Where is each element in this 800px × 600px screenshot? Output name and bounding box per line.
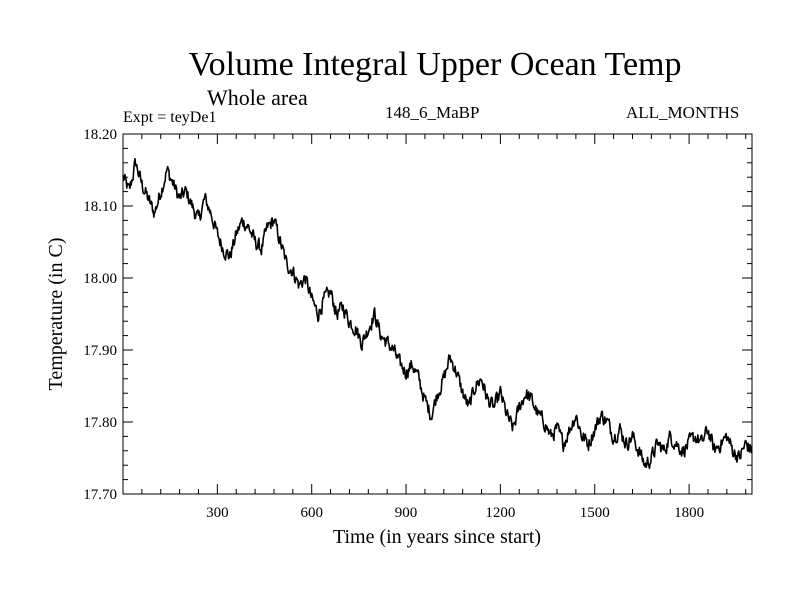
- x-tick-label: 1200: [485, 505, 515, 521]
- tick-labels: 300 600 900 1200 1500 1800 17.70 17.80 17.90 18.0…: [83, 127, 704, 521]
- series-line-temperature: [122, 158, 753, 470]
- y-tick-label: 18.00: [83, 271, 117, 287]
- chart-title: Volume Integral Upper Ocean Temp: [188, 46, 682, 83]
- plot-frame: [122, 133, 753, 495]
- y-tick-label: 17.80: [83, 415, 117, 431]
- y-tick-label: 17.70: [83, 487, 117, 503]
- x-tick-label: 1500: [580, 505, 610, 521]
- x-tick-label: 300: [206, 505, 229, 521]
- x-axis-label: Time (in years since start): [333, 526, 541, 548]
- months-label: ALL_MONTHS: [626, 103, 740, 122]
- y-tick-label: 18.10: [83, 199, 117, 215]
- x-tick-label: 1800: [674, 505, 704, 521]
- x-tick-label: 900: [395, 505, 418, 521]
- x-tick-label: 600: [300, 505, 323, 521]
- y-tick-label: 18.20: [83, 127, 117, 143]
- chart-subtitle: Whole area: [207, 85, 308, 110]
- y-axis-label: Temperature (in C): [45, 238, 67, 391]
- experiment-label: Expt = teyDe1: [123, 109, 217, 126]
- run-label: 148_6_MaBP: [385, 103, 480, 122]
- y-tick-label: 17.90: [83, 343, 117, 359]
